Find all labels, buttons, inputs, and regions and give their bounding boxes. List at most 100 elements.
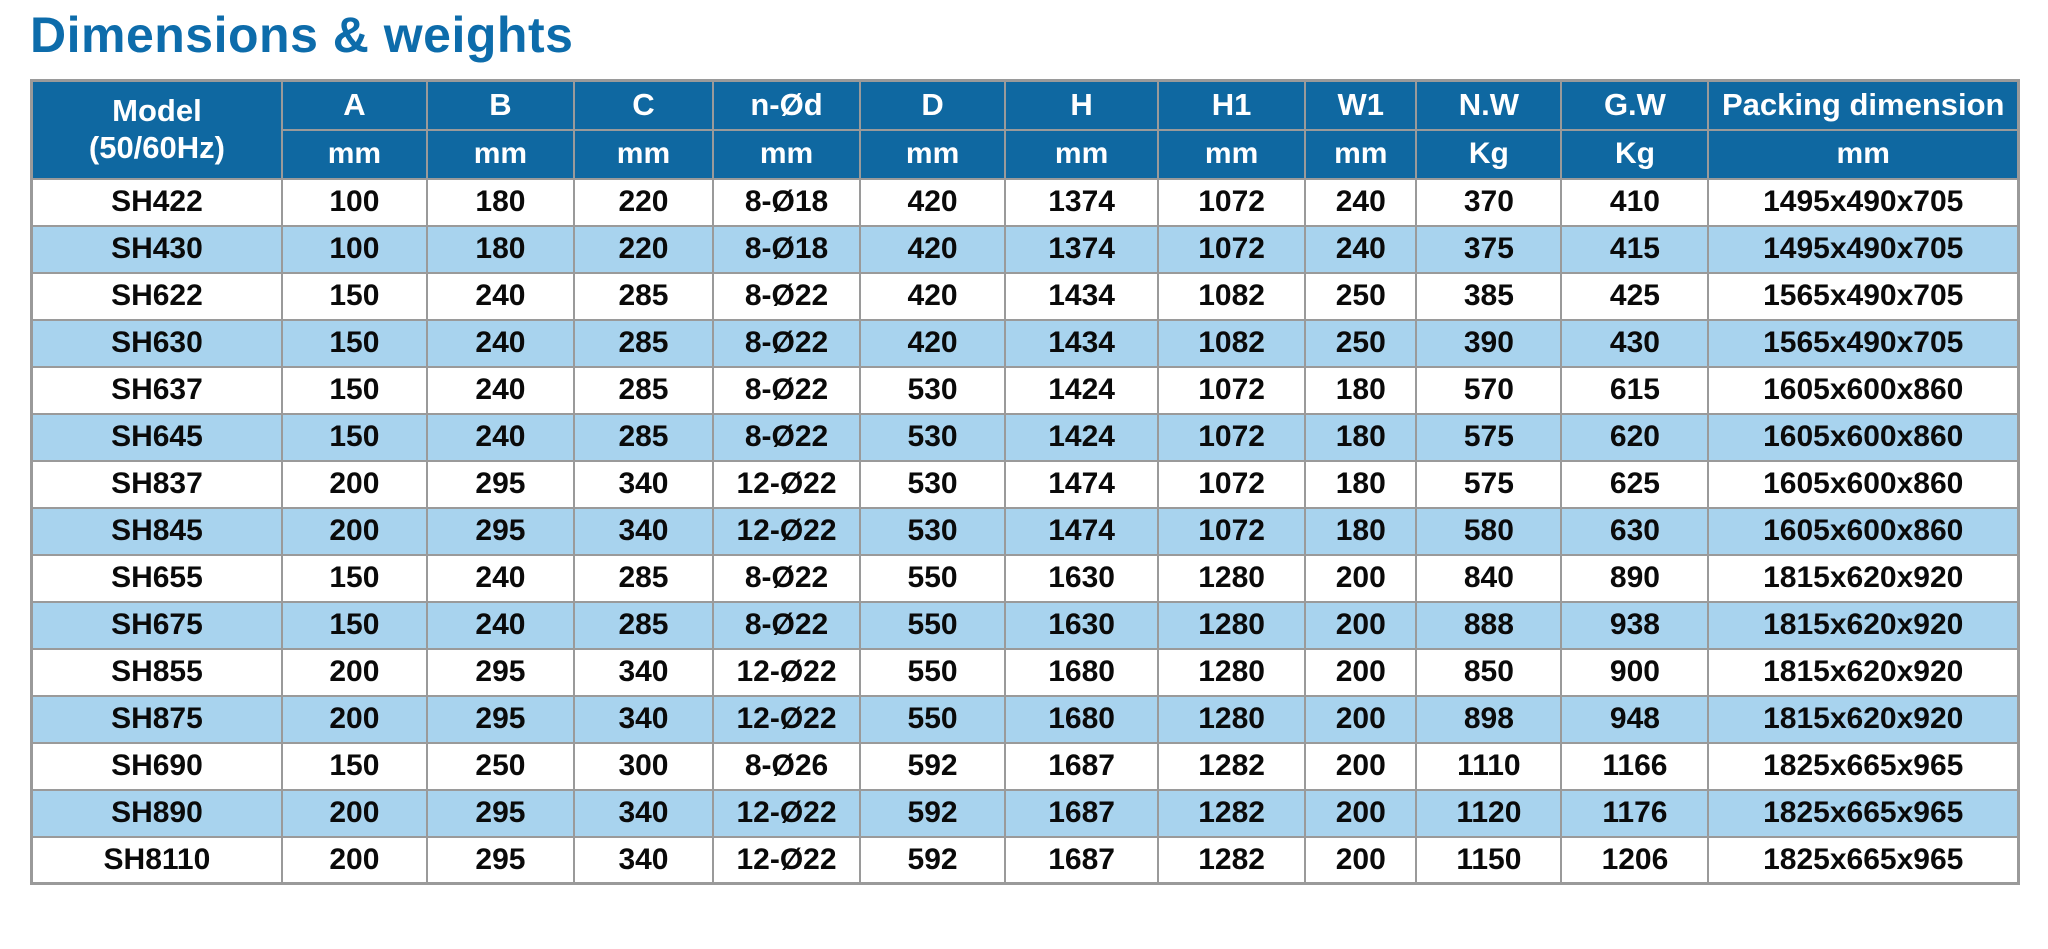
value-cell: 592 bbox=[859, 741, 1007, 791]
value-cell: 1630 bbox=[1004, 553, 1160, 603]
value-cell: 285 bbox=[572, 553, 715, 603]
value-cell: 295 bbox=[425, 835, 575, 885]
value-cell: 150 bbox=[280, 365, 428, 415]
value-cell: 285 bbox=[572, 600, 715, 650]
value-cell: 1434 bbox=[1004, 271, 1160, 321]
value-cell: 390 bbox=[1415, 318, 1563, 368]
value-cell: 1120 bbox=[1415, 788, 1563, 838]
value-cell: 625 bbox=[1560, 459, 1710, 509]
value-cell: 285 bbox=[572, 412, 715, 462]
value-cell: 550 bbox=[859, 694, 1007, 744]
header-row-units: mm mm mm mm mm mm mm mm Kg Kg mm bbox=[32, 128, 2020, 180]
value-cell: 1825x665x965 bbox=[1707, 788, 2020, 838]
value-cell: 630 bbox=[1560, 506, 1710, 556]
value-cell: 1282 bbox=[1157, 788, 1307, 838]
value-cell: 370 bbox=[1415, 177, 1563, 227]
value-cell: 295 bbox=[425, 506, 575, 556]
value-cell: 840 bbox=[1415, 553, 1563, 603]
table-row: SH837 200 295 340 12-Ø22 530 1474 1072 180 575 625… bbox=[30, 459, 2020, 509]
column-header-n-d: n-Ød bbox=[712, 79, 862, 131]
value-cell: 200 bbox=[1304, 788, 1418, 838]
page-title: Dimensions & weights bbox=[30, 7, 574, 63]
model-cell: SH837 bbox=[30, 459, 283, 509]
value-cell: 1280 bbox=[1157, 647, 1307, 697]
value-cell: 530 bbox=[859, 506, 1007, 556]
value-cell: 200 bbox=[1304, 553, 1418, 603]
value-cell: 898 bbox=[1415, 694, 1563, 744]
value-cell: 1374 bbox=[1004, 177, 1160, 227]
value-cell: 550 bbox=[859, 647, 1007, 697]
value-cell: 285 bbox=[572, 318, 715, 368]
model-cell: SH690 bbox=[30, 741, 283, 791]
value-cell: 180 bbox=[1304, 365, 1418, 415]
value-cell: 1434 bbox=[1004, 318, 1160, 368]
model-cell: SH645 bbox=[30, 412, 283, 462]
value-cell: 285 bbox=[572, 271, 715, 321]
column-unit: Kg bbox=[1415, 128, 1563, 180]
value-cell: 1605x600x860 bbox=[1707, 412, 2020, 462]
value-cell: 1282 bbox=[1157, 741, 1307, 791]
value-cell: 200 bbox=[280, 459, 428, 509]
value-cell: 8-Ø18 bbox=[712, 177, 862, 227]
table-row: SH690 150 250 300 8-Ø26 592 1687 1282 200 1110 116… bbox=[30, 741, 2020, 791]
value-cell: 150 bbox=[280, 271, 428, 321]
value-cell: 200 bbox=[1304, 835, 1418, 885]
model-label: Model bbox=[112, 93, 202, 129]
value-cell: 180 bbox=[1304, 506, 1418, 556]
value-cell: 575 bbox=[1415, 412, 1563, 462]
column-unit: mm bbox=[1004, 128, 1160, 180]
value-cell: 410 bbox=[1560, 177, 1710, 227]
table-row: SH8110 200 295 340 12-Ø22 592 1687 1282 200 1150 1… bbox=[30, 835, 2020, 885]
value-cell: 420 bbox=[859, 177, 1007, 227]
value-cell: 530 bbox=[859, 365, 1007, 415]
table-row: SH845 200 295 340 12-Ø22 530 1474 1072 180 580 630… bbox=[30, 506, 2020, 556]
value-cell: 200 bbox=[280, 694, 428, 744]
value-cell: 12-Ø22 bbox=[712, 647, 862, 697]
value-cell: 1280 bbox=[1157, 553, 1307, 603]
value-cell: 592 bbox=[859, 788, 1007, 838]
value-cell: 900 bbox=[1560, 647, 1710, 697]
column-unit: mm bbox=[1157, 128, 1307, 180]
column-header-n-w: N.W bbox=[1415, 79, 1563, 131]
value-cell: 1424 bbox=[1004, 365, 1160, 415]
value-cell: 250 bbox=[1304, 271, 1418, 321]
value-cell: 1282 bbox=[1157, 835, 1307, 885]
value-cell: 1565x490x705 bbox=[1707, 271, 2020, 321]
column-header-packing-dimension: Packing dimension bbox=[1707, 79, 2020, 131]
table-row: SH430 100 180 220 8-Ø18 420 1374 1072 240 375 415 1… bbox=[30, 224, 2020, 274]
value-cell: 150 bbox=[280, 553, 428, 603]
table-row: SH855 200 295 340 12-Ø22 550 1680 1280 200 850 900… bbox=[30, 647, 2020, 697]
value-cell: 1280 bbox=[1157, 694, 1307, 744]
column-header-a: A bbox=[280, 79, 428, 131]
value-cell: 240 bbox=[425, 318, 575, 368]
value-cell: 150 bbox=[280, 600, 428, 650]
value-cell: 1176 bbox=[1560, 788, 1710, 838]
value-cell: 240 bbox=[425, 365, 575, 415]
value-cell: 180 bbox=[1304, 412, 1418, 462]
model-cell: SH890 bbox=[30, 788, 283, 838]
value-cell: 250 bbox=[425, 741, 575, 791]
model-cell: SH422 bbox=[30, 177, 283, 227]
value-cell: 592 bbox=[859, 835, 1007, 885]
value-cell: 1072 bbox=[1157, 177, 1307, 227]
value-cell: 430 bbox=[1560, 318, 1710, 368]
value-cell: 12-Ø22 bbox=[712, 694, 862, 744]
value-cell: 890 bbox=[1560, 553, 1710, 603]
value-cell: 180 bbox=[425, 177, 575, 227]
table-row: SH875 200 295 340 12-Ø22 550 1680 1280 200 898 948… bbox=[30, 694, 2020, 744]
value-cell: 575 bbox=[1415, 459, 1563, 509]
table-row: SH645 150 240 285 8-Ø22 530 1424 1072 180 575 620 1… bbox=[30, 412, 2020, 462]
value-cell: 250 bbox=[1304, 318, 1418, 368]
model-cell: SH855 bbox=[30, 647, 283, 697]
value-cell: 948 bbox=[1560, 694, 1710, 744]
value-cell: 420 bbox=[859, 271, 1007, 321]
value-cell: 375 bbox=[1415, 224, 1563, 274]
value-cell: 340 bbox=[572, 835, 715, 885]
value-cell: 300 bbox=[572, 741, 715, 791]
model-cell: SH630 bbox=[30, 318, 283, 368]
column-header-d: D bbox=[859, 79, 1007, 131]
value-cell: 240 bbox=[1304, 177, 1418, 227]
value-cell: 8-Ø18 bbox=[712, 224, 862, 274]
value-cell: 12-Ø22 bbox=[712, 506, 862, 556]
